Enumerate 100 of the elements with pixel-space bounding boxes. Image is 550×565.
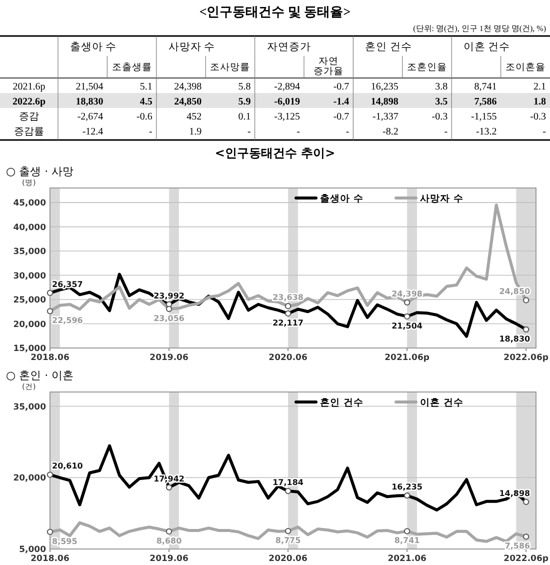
text: 자연증가: [266, 41, 311, 53]
x-tick-label: 2018.06: [30, 353, 70, 363]
y-tick-label: 5,000: [19, 545, 46, 555]
annotation: 23,638: [272, 293, 304, 302]
y-tick-label: 15,000: [13, 344, 46, 354]
text: 자연 증가율: [314, 56, 344, 77]
text: -: [444, 126, 448, 138]
annotation: 23,056: [154, 314, 185, 323]
x-tick-label: 2021.06: [388, 554, 426, 564]
text: -1,337: [372, 112, 398, 122]
annotation: 23,992: [154, 291, 184, 300]
x-tick-label: 2019.06: [150, 554, 188, 564]
text: 증감: [19, 112, 39, 122]
text: -: [542, 126, 546, 138]
text: 14,898: [370, 96, 398, 108]
text: -2,674: [77, 112, 104, 122]
text: <인구동태건수 및 동태율>: [199, 4, 351, 19]
text: 이혼 건수: [464, 41, 510, 53]
annotation: 16,235: [392, 482, 423, 492]
annotation: 7,586: [504, 542, 531, 551]
y-tick-label: 35,000: [13, 247, 46, 258]
text: 2021.6p: [12, 82, 46, 92]
text: 5.1: [140, 82, 152, 92]
annotation: 22,117: [272, 318, 304, 328]
x-tick-label: 2018.06: [30, 554, 70, 564]
y-tick-label: 45,000: [13, 198, 46, 209]
text: -0.7: [333, 82, 350, 92]
text: 1.8: [534, 96, 546, 108]
text: -: [247, 126, 251, 138]
y-tick-label: 20,000: [13, 320, 46, 330]
text: -0.3: [530, 112, 546, 122]
text: 24,398: [174, 82, 202, 92]
text: -: [149, 126, 152, 138]
text: -: [296, 126, 300, 138]
text: 2022.6p: [12, 96, 46, 108]
text: 16,235: [370, 82, 398, 92]
legend-label: 혼인 건수: [320, 398, 364, 408]
text: -12.4: [82, 126, 104, 138]
text: -1.4: [333, 96, 350, 108]
text: 조혼인율: [407, 62, 447, 73]
text: -1,155: [470, 112, 497, 122]
annotation: 18,830: [499, 334, 531, 344]
legend-label: 사망자 수: [420, 194, 464, 204]
legend-label: 출생아 수: [320, 194, 364, 204]
text: 7,586: [474, 96, 497, 108]
text: -2,894: [274, 82, 300, 92]
chart-subtitle: ○ 출생 · 사망: [6, 165, 74, 178]
text: 0.1: [238, 112, 251, 122]
text: 1.9: [189, 126, 202, 138]
y-tick-label: 25,000: [13, 296, 46, 306]
text: 24,850: [174, 96, 202, 108]
annotation: 20,610: [52, 462, 84, 471]
annotation: 8,595: [52, 536, 78, 546]
text: 조사망률: [210, 62, 250, 73]
text: 출생아 수: [70, 41, 117, 53]
text: -0.6: [136, 112, 152, 122]
text: 3.8: [435, 82, 448, 92]
text: -13.2: [476, 126, 497, 138]
text: 조이혼율: [505, 62, 546, 73]
text: 452: [186, 112, 202, 122]
x-tick-label: 2021.06p: [384, 353, 430, 363]
text: -0.3: [432, 112, 448, 122]
annotation: 26,357: [52, 280, 83, 289]
text: (단위: 명(건), 인구 1천 명당 명(건), %): [413, 24, 546, 33]
y-tick-label: 20,000: [13, 474, 46, 484]
text: 21,504: [76, 82, 104, 92]
text: 혼인 건수: [365, 41, 412, 53]
annotation: 24,398: [392, 289, 423, 298]
text: 2.1: [534, 82, 546, 92]
text: -8.2: [382, 126, 398, 138]
y-tick-label: 40,000: [13, 222, 46, 233]
text: 4.5: [140, 96, 152, 108]
x-tick-label: 2022.06p: [504, 353, 548, 363]
x-tick-label: 2020.06: [268, 353, 308, 363]
x-tick-label: 2022.06p: [504, 554, 548, 564]
annotation: 8,680: [156, 536, 182, 546]
annotation: 21,504: [392, 321, 423, 330]
text: -3,125: [274, 112, 300, 122]
annotation: 17,184: [272, 478, 304, 488]
text: -0.7: [333, 112, 350, 122]
x-tick-label: 2020.06: [268, 554, 308, 564]
text: 3.5: [435, 96, 448, 108]
text: 증감률: [14, 126, 44, 138]
chart-title: ○ 혼인 · 이혼: [6, 369, 74, 382]
x-tick-label: 2019.06: [150, 353, 188, 363]
text: -6,019: [274, 96, 300, 108]
text: 사망자 수: [168, 41, 216, 53]
chart-title: <인구동태건수 추이>: [214, 146, 336, 160]
text: -: [346, 126, 350, 138]
text: 8,741: [474, 82, 497, 92]
text: 5.9: [238, 96, 251, 108]
text: 5.8: [238, 82, 251, 92]
y-tick-label: 30,000: [13, 271, 46, 282]
annotation: 8,775: [275, 536, 302, 546]
annotation: 8,741: [394, 536, 420, 546]
text: 조출생률: [112, 62, 152, 73]
annotation: 22,596: [52, 316, 84, 326]
text: 18,830: [76, 96, 104, 108]
legend-label: 이혼 건수: [420, 398, 464, 408]
y-tick-label: 35,000: [13, 402, 46, 412]
